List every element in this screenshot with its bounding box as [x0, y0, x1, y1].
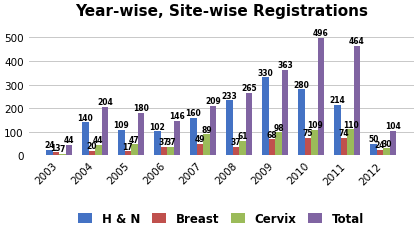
Bar — [239, 141, 246, 156]
Text: 37: 37 — [165, 137, 176, 146]
Text: 330: 330 — [257, 68, 273, 77]
Text: 233: 233 — [222, 91, 237, 100]
Bar — [66, 145, 72, 156]
Bar — [154, 132, 161, 156]
Text: 89: 89 — [201, 125, 212, 134]
Bar — [390, 131, 396, 156]
Text: 204: 204 — [97, 98, 113, 107]
Text: 49: 49 — [195, 134, 205, 144]
Text: 496: 496 — [313, 29, 329, 38]
Bar — [174, 121, 180, 156]
Bar — [197, 144, 203, 156]
Text: 44: 44 — [64, 136, 74, 145]
Text: 104: 104 — [385, 122, 401, 131]
Text: 17: 17 — [122, 142, 133, 151]
Bar — [305, 138, 311, 156]
Text: 30: 30 — [381, 139, 392, 148]
Bar — [190, 118, 197, 156]
Bar — [125, 152, 131, 156]
Text: 20: 20 — [87, 141, 97, 150]
Text: 160: 160 — [186, 108, 201, 117]
Bar — [341, 138, 347, 156]
Bar — [46, 150, 53, 156]
Text: 37: 37 — [159, 137, 169, 146]
Bar — [82, 123, 89, 156]
Bar — [59, 154, 66, 156]
Bar — [383, 149, 390, 156]
Bar — [138, 113, 144, 156]
Text: 44: 44 — [93, 136, 104, 145]
Bar — [233, 147, 239, 156]
Text: 47: 47 — [129, 135, 140, 144]
Text: 109: 109 — [307, 120, 322, 129]
Bar — [203, 135, 210, 156]
Bar — [347, 130, 354, 156]
Text: 214: 214 — [330, 96, 346, 105]
Text: 7: 7 — [60, 144, 65, 153]
Bar — [53, 153, 59, 156]
Text: 98: 98 — [273, 123, 284, 132]
Bar — [269, 140, 275, 156]
Text: 110: 110 — [343, 120, 359, 129]
Bar — [89, 151, 95, 156]
Bar — [282, 70, 288, 156]
Bar — [370, 144, 377, 156]
Text: 24: 24 — [44, 140, 55, 149]
Bar — [275, 133, 282, 156]
Bar — [118, 130, 125, 156]
Text: 464: 464 — [349, 37, 365, 46]
Text: 24: 24 — [375, 140, 385, 149]
Text: 50: 50 — [368, 134, 379, 143]
Bar — [354, 46, 360, 156]
Text: 74: 74 — [339, 129, 349, 138]
Bar — [377, 150, 383, 156]
Bar — [131, 145, 138, 156]
Bar — [311, 130, 318, 156]
Bar — [102, 108, 108, 156]
Text: 68: 68 — [267, 130, 278, 139]
Bar — [318, 39, 324, 156]
Title: Year-wise, Site-wise Registrations: Year-wise, Site-wise Registrations — [75, 4, 368, 19]
Text: 146: 146 — [169, 112, 185, 121]
Bar — [334, 105, 341, 156]
Bar — [226, 101, 233, 156]
Bar — [161, 147, 167, 156]
Bar — [246, 93, 252, 156]
Bar — [298, 90, 305, 156]
Text: 180: 180 — [133, 104, 149, 113]
Text: 209: 209 — [205, 97, 221, 106]
Text: 102: 102 — [150, 122, 166, 131]
Text: 265: 265 — [241, 84, 257, 93]
Text: 140: 140 — [78, 113, 93, 122]
Bar — [263, 78, 269, 156]
Text: 37: 37 — [231, 137, 241, 146]
Text: 109: 109 — [114, 120, 129, 129]
Bar — [95, 145, 102, 156]
Text: 280: 280 — [293, 80, 309, 89]
Text: 75: 75 — [303, 128, 314, 137]
Text: 61: 61 — [237, 132, 248, 141]
Legend: H & N, Breast, Cervix, Total: H & N, Breast, Cervix, Total — [76, 210, 367, 228]
Text: 363: 363 — [277, 61, 293, 70]
Bar — [210, 106, 216, 156]
Bar — [167, 147, 174, 156]
Text: 13: 13 — [51, 143, 61, 152]
